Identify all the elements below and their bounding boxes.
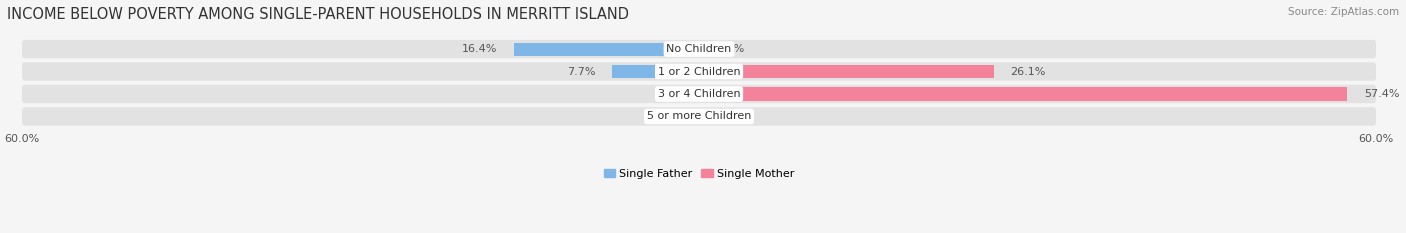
Bar [699,65,994,78]
Text: 0.0%: 0.0% [716,111,744,121]
Text: 26.1%: 26.1% [1011,67,1046,76]
Text: 16.4%: 16.4% [461,44,496,54]
FancyBboxPatch shape [21,62,1376,81]
Text: 57.4%: 57.4% [1364,89,1399,99]
Text: No Children: No Children [666,44,731,54]
Bar [699,110,716,123]
Legend: Single Father, Single Mother: Single Father, Single Mother [603,169,794,179]
FancyBboxPatch shape [21,85,1376,103]
Text: 0.0%: 0.0% [716,44,744,54]
Text: INCOME BELOW POVERTY AMONG SINGLE-PARENT HOUSEHOLDS IN MERRITT ISLAND: INCOME BELOW POVERTY AMONG SINGLE-PARENT… [7,7,628,22]
Text: 7.7%: 7.7% [567,67,595,76]
Bar [515,43,699,56]
Bar [682,87,699,100]
Text: 0.0%: 0.0% [654,89,682,99]
Bar [699,43,716,56]
Text: Source: ZipAtlas.com: Source: ZipAtlas.com [1288,7,1399,17]
Text: 0.0%: 0.0% [654,111,682,121]
Bar [682,110,699,123]
FancyBboxPatch shape [21,40,1376,58]
Bar [699,87,1347,100]
FancyBboxPatch shape [21,107,1376,126]
Text: 5 or more Children: 5 or more Children [647,111,751,121]
Bar [612,65,699,78]
Text: 1 or 2 Children: 1 or 2 Children [658,67,741,76]
Text: 3 or 4 Children: 3 or 4 Children [658,89,741,99]
